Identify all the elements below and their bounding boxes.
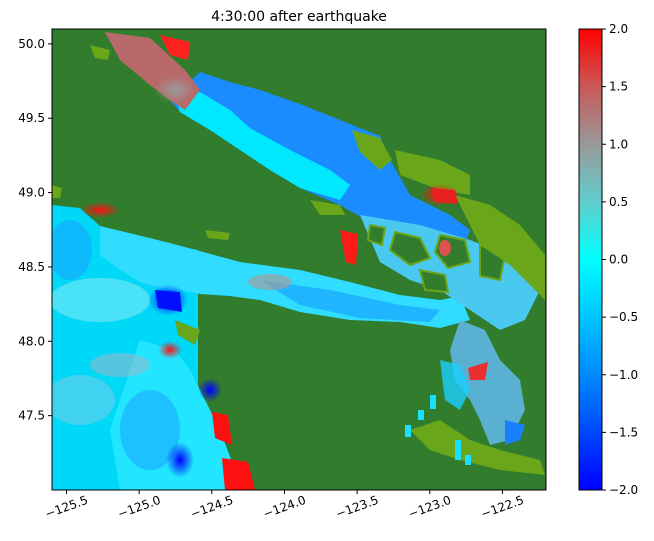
strait-inner [260, 280, 440, 322]
y-axis-ticks: 47.5 48.0 48.5 49.0 49.5 50.0 [18, 37, 52, 423]
ocean-swirl [120, 390, 180, 470]
x-tick-label: −123.5 [334, 493, 381, 521]
strait-gray-patch [248, 274, 292, 290]
y-tick-label: 50.0 [18, 37, 45, 51]
colorbar-tick-label: −2.0 [609, 483, 638, 497]
colorbar-tick-label: 0.0 [609, 253, 628, 267]
x-axis-ticks: −125.5 −125.0 −124.5 −124.0 −123.5 −123.0 −122… [43, 490, 526, 521]
negative-anomalies [148, 284, 222, 478]
georgia-cyan-edge [175, 92, 350, 200]
y-tick-label: 49.0 [18, 186, 45, 200]
colorbar-ticks: −2.0 −1.5 −1.0 −0.5 0.0 0.5 1.0 1.5 2.0 [602, 22, 638, 497]
colorbar [578, 28, 603, 491]
puget-sound [450, 320, 525, 445]
inlet-gray [155, 76, 195, 104]
plot-area [52, 29, 546, 490]
colorbar-tick-label: 0.5 [609, 195, 628, 209]
y-tick-label: 49.5 [18, 111, 45, 125]
colorbar-tick-label: 2.0 [609, 22, 628, 36]
shoreline [52, 45, 545, 475]
y-tick-label: 48.5 [18, 260, 45, 274]
colorbar-tick-label: −1.5 [609, 425, 638, 439]
chart-title: 4:30:00 after earthquake [211, 9, 387, 25]
x-tick-label: −122.5 [479, 493, 526, 521]
hood-canal [405, 395, 471, 465]
colorbar-tick-label: −1.0 [609, 368, 638, 382]
colorbar-tick-label: 1.5 [609, 80, 628, 94]
x-tick-label: −123.0 [406, 493, 453, 521]
ocean-swirl [52, 375, 115, 425]
puget-blue [505, 420, 525, 445]
colorbar-tick-label: 1.0 [609, 137, 628, 151]
x-tick-label: −124.0 [261, 493, 308, 521]
ocean-swirl [52, 220, 92, 280]
puget-cyan [440, 360, 470, 410]
positive-anomalies [80, 35, 488, 490]
islands [366, 223, 507, 294]
x-tick-label: −124.5 [189, 493, 236, 521]
plot-frame [51, 28, 547, 491]
y-tick-label: 47.5 [18, 409, 45, 423]
y-tick-label: 48.0 [18, 334, 45, 348]
ocean-swirl [90, 353, 150, 377]
x-tick-label: −125.5 [43, 493, 90, 521]
ocean-swirl [52, 278, 150, 322]
x-tick-label: −125.0 [116, 493, 163, 521]
colorbar-tick-label: −0.5 [609, 310, 638, 324]
